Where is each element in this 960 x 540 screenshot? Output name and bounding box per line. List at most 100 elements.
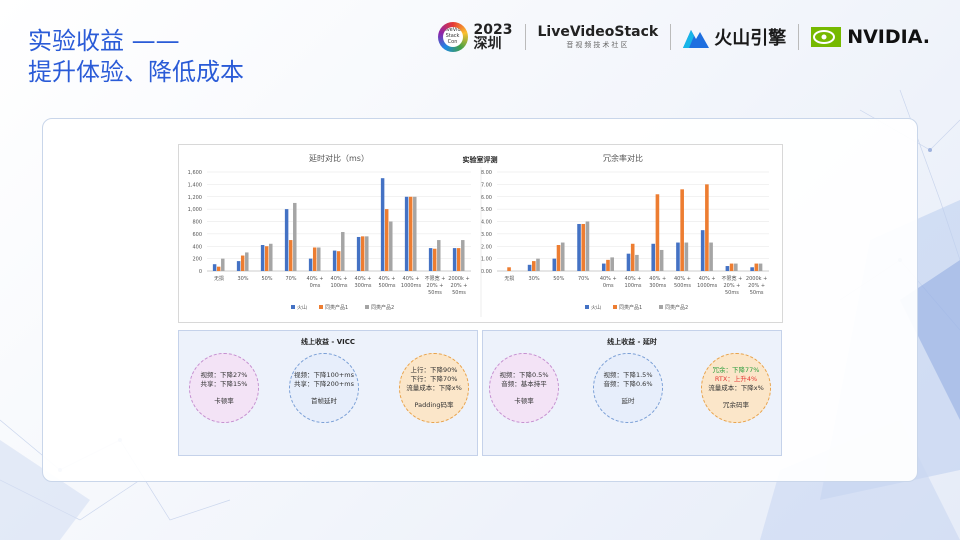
x-tick-label-line: 1000ms <box>697 283 718 289</box>
x-tick-label-line: 70% <box>578 276 589 282</box>
x-tick-label-line: 300ms <box>354 283 371 289</box>
vicc-stutter-label: 卡顿率 <box>214 396 234 405</box>
y-tick-label: 1,000 <box>188 207 202 213</box>
bar-1 <box>356 236 361 271</box>
y-tick-label: 4.00 <box>481 220 492 226</box>
bar-1 <box>676 242 680 271</box>
bar-2 <box>264 246 269 271</box>
x-tick-label: 40% +500ms <box>378 276 395 289</box>
y-tick-label: 400 <box>192 244 202 250</box>
bar-1 <box>725 266 730 271</box>
bar-2 <box>432 248 437 271</box>
vicc-padding-circle: 上行：下降90% 下行：下降70% 流量成本：下降x% Padding码率 <box>399 353 469 423</box>
bar-2 <box>630 243 635 271</box>
x-tick-label-line: 0ms <box>603 283 614 289</box>
bar-2 <box>581 223 586 271</box>
bar-2 <box>336 251 341 271</box>
livevideostack-tagline: 音视频技术社区 <box>566 41 630 49</box>
y-tick-label: 0.00 <box>481 269 492 275</box>
y-tick-label: 7.00 <box>481 182 492 188</box>
bar-3 <box>635 254 639 271</box>
livevideostack-name: LiveVideoStack <box>537 24 659 40</box>
chart-title: 冗余率对比 <box>603 153 643 163</box>
x-tick-label-line: 40% + <box>403 276 420 282</box>
legend-label: 同类产品2 <box>665 304 688 311</box>
bar-3 <box>734 263 738 271</box>
x-tick-label: 40% +500ms <box>674 276 691 289</box>
delay-redundancy-line: 流量成本：下降x% <box>708 384 764 392</box>
bar-2 <box>729 263 734 271</box>
x-tick-label-line: 20% + <box>748 283 765 289</box>
legend-swatch <box>319 305 323 309</box>
legend-swatch <box>659 305 663 309</box>
x-tick-label-line: 不限宽 + <box>425 275 446 282</box>
x-tick-label-line: 50% <box>553 276 564 282</box>
bar-3 <box>365 236 369 271</box>
bar-3 <box>461 240 465 271</box>
vicc-first-frame-circle: 视频：下降100+ms 共享：下降200+ms 首帧延时 <box>289 353 359 423</box>
x-tick-label-line: 40% + <box>307 276 324 282</box>
x-tick-label-line: 20% + <box>451 283 468 289</box>
y-tick-label: 600 <box>192 232 202 238</box>
online-vicc-title: 线上收益 - VICC <box>300 338 356 346</box>
bar-1 <box>260 245 265 271</box>
x-tick-label: 不限宽 +20% +50ms <box>425 275 446 296</box>
y-tick-label: 2.00 <box>481 244 492 250</box>
x-tick-label-line: 100ms <box>624 283 641 289</box>
bar-2 <box>531 261 536 271</box>
bar-1 <box>552 258 557 271</box>
bar-3 <box>437 240 441 271</box>
delay-latency-circle: 视频：下降1.5% 音频：下降0.6% 延时 <box>593 353 663 423</box>
x-tick-label: 无损 <box>504 275 514 282</box>
x-tick-label-line: 2000k + <box>448 276 469 282</box>
bar-1 <box>404 196 409 271</box>
volcano-engine-name: 火山引擎 <box>714 28 787 49</box>
bar-2 <box>655 194 660 271</box>
bar-2 <box>216 266 221 271</box>
delay-stutter-circle: 视频：下降0.5% 音频：基本持平 卡顿率 <box>489 353 559 423</box>
legend-label: 同类产品2 <box>371 304 394 311</box>
x-tick-label-line: 无损 <box>504 275 514 282</box>
legend-swatch <box>291 305 295 309</box>
nvidia-eye-icon <box>811 27 842 47</box>
lab-charts-svg: 实验室评测 延时对比（ms） 0 200 400 600 800 1,000 1,200 1,4… <box>188 153 769 317</box>
slide-title-line1: 实验收益 —— <box>28 27 180 55</box>
x-tick-label-line: 50ms <box>750 290 764 296</box>
bar-2 <box>360 236 365 271</box>
y-tick-label: 8.00 <box>481 170 492 176</box>
delay-rtx-increase: RTX：上升4% <box>714 375 758 383</box>
vicc-first-frame-line: 视频：下降100+ms <box>293 370 355 379</box>
bar-2 <box>408 196 413 271</box>
x-tick-label-line: 50ms <box>452 290 466 296</box>
x-tick-label-line: 40% + <box>649 276 666 282</box>
x-tick-label: 30% <box>237 276 248 282</box>
online-vicc-card: 线上收益 - VICC 视频：下降27% 共享：下降15% 卡顿率 视频：下降1… <box>178 330 478 456</box>
y-tick-label: 3.00 <box>481 232 492 238</box>
x-tick-label-line: 40% + <box>625 276 642 282</box>
x-tick-label-line: 50ms <box>725 290 739 296</box>
chart-title: 延时对比（ms） <box>309 153 369 163</box>
bar-1 <box>236 261 241 271</box>
bar-2 <box>456 248 461 271</box>
legend-label: 火山 <box>591 304 601 311</box>
vicc-first-frame-line: 共享：下降200+ms <box>293 379 355 388</box>
x-tick-label: 30% <box>529 276 540 282</box>
bar-3 <box>245 252 249 271</box>
bar-1 <box>428 248 433 271</box>
x-tick-label: 40% +300ms <box>649 276 666 289</box>
legend-swatch <box>613 305 617 309</box>
bar-3 <box>709 242 713 271</box>
livevideostack-logo: LiveVideoStack 音视频技术社区 <box>538 24 659 50</box>
x-tick-label-line: 50% <box>261 276 272 282</box>
bar-1 <box>452 248 457 271</box>
y-tick-label: 5.00 <box>481 207 492 213</box>
x-tick-label: 40% +300ms <box>354 276 371 289</box>
delay-stutter-line: 音频：基本持平 <box>501 379 547 388</box>
bar-1 <box>577 223 581 271</box>
x-tick-label-line: 500ms <box>674 283 691 289</box>
delay-latency-line: 音频：下降0.6% <box>603 379 653 388</box>
x-tick-label-line: 20% + <box>723 283 740 289</box>
conference-city: 深圳 <box>473 36 502 52</box>
slide-title-line2: 提升体验、降低成本 <box>28 58 244 86</box>
y-tick-label: 1,600 <box>188 170 202 176</box>
